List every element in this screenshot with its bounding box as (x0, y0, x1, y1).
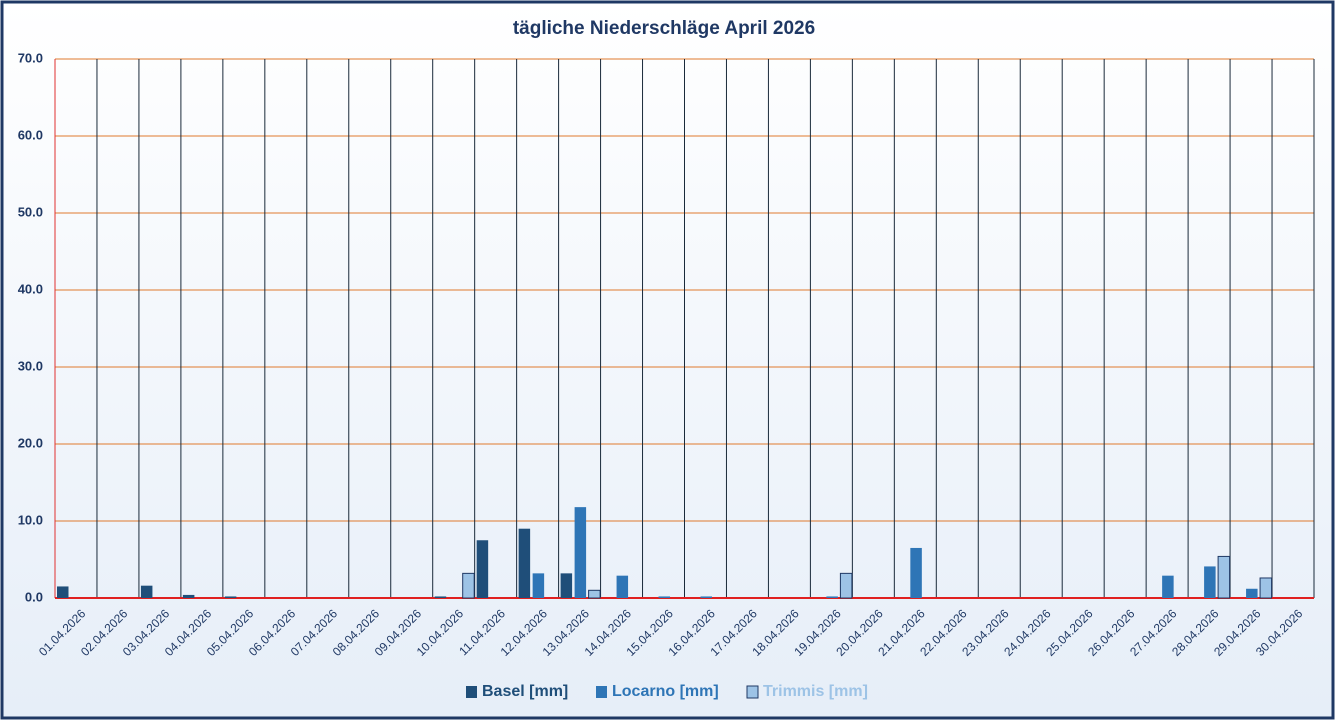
bar (57, 586, 69, 598)
legend-swatch (596, 686, 607, 698)
bar (476, 540, 489, 598)
bar (1204, 566, 1216, 598)
legend-label: Locarno [mm] (612, 683, 719, 700)
y-tick-label: 20.0 (18, 435, 43, 450)
legend-label: Trimmis [mm] (763, 683, 868, 700)
bar (588, 589, 601, 599)
bar (700, 596, 712, 598)
bar (1259, 577, 1273, 599)
bar (910, 547, 922, 598)
y-tick-label: 0.0 (25, 589, 43, 604)
bar (658, 596, 671, 598)
bar (1246, 588, 1258, 598)
y-tick-label: 60.0 (18, 127, 43, 142)
bar (462, 572, 475, 599)
bar (518, 528, 531, 598)
bar (574, 507, 587, 598)
legend-swatch (746, 685, 759, 699)
bar (826, 596, 838, 598)
y-tick-label: 40.0 (18, 281, 43, 296)
bar (224, 596, 237, 598)
y-tick-label: 10.0 (18, 512, 43, 527)
bar (616, 575, 629, 598)
bar (532, 573, 545, 598)
y-tick-label: 30.0 (18, 358, 43, 373)
chart-title: tägliche Niederschläge April 2026 (513, 18, 815, 39)
y-tick-label: 50.0 (18, 204, 43, 219)
bar (140, 585, 153, 598)
legend-label: Basel [mm] (482, 683, 568, 700)
bar (182, 594, 195, 598)
bar (560, 573, 573, 598)
bar (839, 572, 853, 599)
bar (1217, 555, 1231, 599)
bar (434, 596, 447, 598)
legend-swatch (466, 686, 477, 698)
bar (1162, 575, 1174, 598)
y-tick-label: 70.0 (18, 50, 43, 65)
